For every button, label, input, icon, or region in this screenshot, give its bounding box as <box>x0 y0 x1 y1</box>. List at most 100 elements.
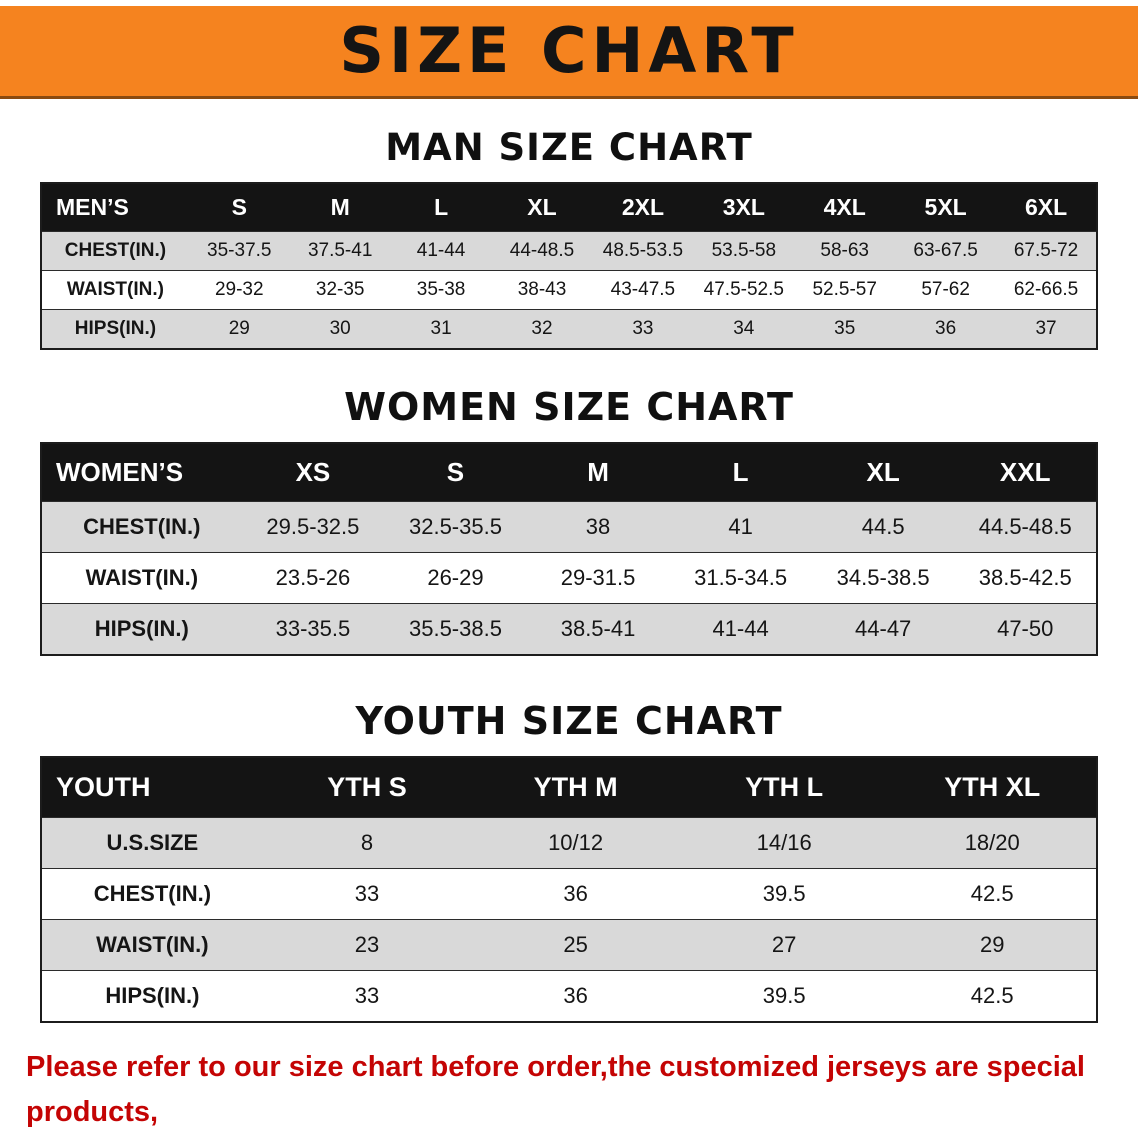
table-corner-label: MEN’S <box>41 183 189 232</box>
table-cell: 31.5-34.5 <box>669 552 812 604</box>
table-cell: 44.5 <box>811 501 955 553</box>
table-cell: 41 <box>669 501 812 553</box>
row-label: WAIST(IN.) <box>41 270 189 310</box>
row-label: HIPS(IN.) <box>41 970 263 1022</box>
size-column-header: L <box>669 443 812 502</box>
men-section-title: MAN SIZE CHART <box>385 126 753 169</box>
size-column-header: YTH XL <box>888 757 1097 818</box>
table-cell: 48.5-53.5 <box>592 231 694 271</box>
table-cell: 35-38 <box>390 270 492 310</box>
size-column-header: 5XL <box>895 183 997 232</box>
size-column-header: XXL <box>954 443 1097 502</box>
banner: SIZE CHART <box>0 6 1138 99</box>
size-column-header: XL <box>491 183 593 232</box>
size-column-header: YTH M <box>471 757 680 818</box>
table-cell: 33 <box>262 970 472 1022</box>
size-column-header: 2XL <box>592 183 694 232</box>
women-size-table: WOMEN’S XS S M L XL XXL CHEST(IN.) 29.5-32.5 32.5… <box>40 442 1098 656</box>
table-cell: 67.5-72 <box>996 231 1097 271</box>
table-cell: 23.5-26 <box>241 552 385 604</box>
table-row: U.S.SIZE 8 10/12 14/16 18/20 <box>41 817 1097 869</box>
size-column-header: YTH L <box>679 757 889 818</box>
table-cell: 44.5-48.5 <box>954 501 1097 553</box>
row-label: CHEST(IN.) <box>41 868 263 920</box>
size-column-header: 4XL <box>794 183 896 232</box>
table-cell: 47-50 <box>954 603 1097 655</box>
table-cell: 34 <box>693 309 795 349</box>
table-cell: 25 <box>471 919 680 971</box>
table-cell: 39.5 <box>679 970 889 1022</box>
table-cell: 10/12 <box>471 817 680 869</box>
page-title: SIZE CHART <box>339 14 799 87</box>
table-cell: 33-35.5 <box>241 603 385 655</box>
table-header-row: WOMEN’S XS S M L XL XXL <box>41 443 1097 502</box>
table-cell: 36 <box>895 309 997 349</box>
table-cell: 34.5-38.5 <box>811 552 955 604</box>
size-column-header: S <box>188 183 290 232</box>
table-row: HIPS(IN.) 29 30 31 32 33 34 35 36 37 <box>41 309 1097 349</box>
size-column-header: L <box>390 183 492 232</box>
table-cell: 37.5-41 <box>289 231 391 271</box>
table-cell: 47.5-52.5 <box>693 270 795 310</box>
table-cell: 32.5-35.5 <box>384 501 527 553</box>
footer-notice: Please refer to our size chart before or… <box>0 1045 1138 1132</box>
row-label: WAIST(IN.) <box>41 919 263 971</box>
table-cell: 29-32 <box>188 270 290 310</box>
table-cell: 42.5 <box>888 970 1097 1022</box>
row-label: WAIST(IN.) <box>41 552 242 604</box>
row-label: CHEST(IN.) <box>41 501 242 553</box>
table-cell: 62-66.5 <box>996 270 1097 310</box>
table-cell: 8 <box>262 817 472 869</box>
table-cell: 36 <box>471 868 680 920</box>
table-cell: 52.5-57 <box>794 270 896 310</box>
table-cell: 29 <box>188 309 290 349</box>
notice-line-1: Please refer to our size chart before or… <box>26 1051 1085 1128</box>
size-column-header: 6XL <box>996 183 1097 232</box>
men-size-table: MEN’S S M L XL 2XL 3XL 4XL 5XL 6XL CHEST(IN.) 35-37… <box>40 182 1098 350</box>
table-cell: 63-67.5 <box>895 231 997 271</box>
table-cell: 58-63 <box>794 231 896 271</box>
table-row: HIPS(IN.) 33-35.5 35.5-38.5 38.5-41 41-44 44-… <box>41 603 1097 655</box>
table-cell: 37 <box>996 309 1097 349</box>
table-cell: 41-44 <box>390 231 492 271</box>
youth-size-table: YOUTH YTH S YTH M YTH L YTH XL U.S.SIZE 8 10/12… <box>40 756 1098 1023</box>
table-cell: 29 <box>888 919 1097 971</box>
women-section-title: WOMEN SIZE CHART <box>344 385 794 429</box>
table-header-row: YOUTH YTH S YTH M YTH L YTH XL <box>41 757 1097 818</box>
table-cell: 41-44 <box>669 603 812 655</box>
table-cell: 38-43 <box>491 270 593 310</box>
table-cell: 23 <box>262 919 472 971</box>
table-cell: 29.5-32.5 <box>241 501 385 553</box>
size-column-header: XS <box>241 443 385 502</box>
table-cell: 43-47.5 <box>592 270 694 310</box>
size-column-header: 3XL <box>693 183 795 232</box>
table-row: HIPS(IN.) 33 36 39.5 42.5 <box>41 970 1097 1022</box>
table-cell: 38 <box>526 501 670 553</box>
table-corner-label: YOUTH <box>41 757 263 818</box>
table-row: CHEST(IN.) 33 36 39.5 42.5 <box>41 868 1097 920</box>
size-column-header: M <box>289 183 391 232</box>
table-cell: 35-37.5 <box>188 231 290 271</box>
size-column-header: M <box>526 443 670 502</box>
size-chart-page: SIZE CHART MAN SIZE CHART MEN’S S M L XL 2XL 3… <box>0 6 1138 1132</box>
row-label: U.S.SIZE <box>41 817 263 869</box>
table-cell: 29-31.5 <box>526 552 670 604</box>
table-cell: 39.5 <box>679 868 889 920</box>
table-cell: 32 <box>491 309 593 349</box>
table-cell: 35.5-38.5 <box>384 603 527 655</box>
table-row: CHEST(IN.) 29.5-32.5 32.5-35.5 38 41 44.5 44.5… <box>41 501 1097 553</box>
table-cell: 26-29 <box>384 552 527 604</box>
size-column-header: S <box>384 443 527 502</box>
table-cell: 32-35 <box>289 270 391 310</box>
youth-section-title: YOUTH SIZE CHART <box>355 699 783 743</box>
table-cell: 33 <box>262 868 472 920</box>
table-header-row: MEN’S S M L XL 2XL 3XL 4XL 5XL 6XL <box>41 183 1097 232</box>
table-row: WAIST(IN.) 23 25 27 29 <box>41 919 1097 971</box>
table-cell: 38.5-41 <box>526 603 670 655</box>
table-corner-label: WOMEN’S <box>41 443 242 502</box>
table-cell: 53.5-58 <box>693 231 795 271</box>
row-label: HIPS(IN.) <box>41 603 242 655</box>
size-column-header: XL <box>811 443 955 502</box>
table-cell: 30 <box>289 309 391 349</box>
table-row: CHEST(IN.) 35-37.5 37.5-41 41-44 44-48.5 48.5… <box>41 231 1097 271</box>
